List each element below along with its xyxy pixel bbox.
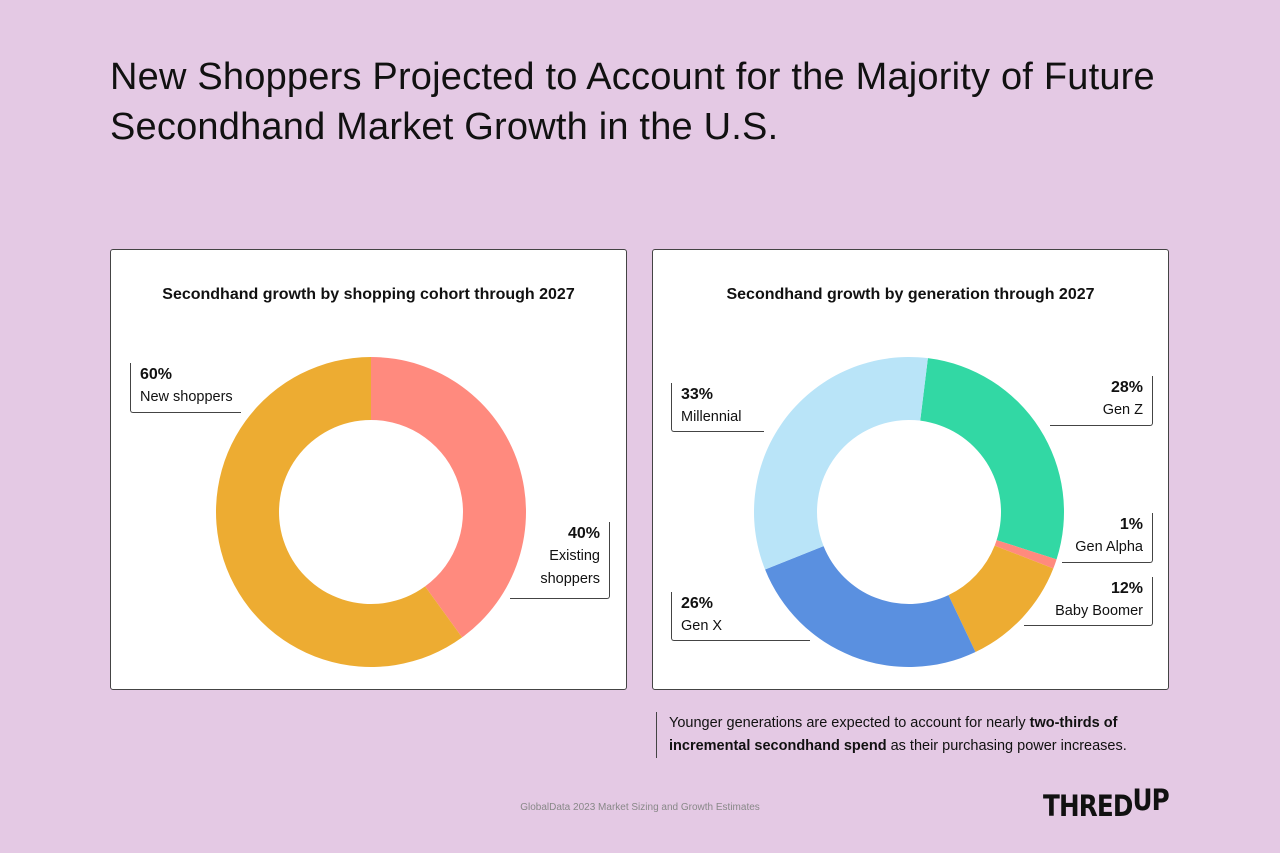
thredup-logo: THREDUP bbox=[1043, 783, 1170, 823]
donut-slice-existing-shoppers bbox=[371, 357, 526, 638]
donut-slice-millennial bbox=[754, 357, 928, 570]
logo-text: THRED bbox=[1043, 789, 1133, 823]
donut-slice-gen-z bbox=[920, 358, 1064, 560]
callout-millennial: 33% Millennial bbox=[671, 383, 764, 432]
callout-new-shoppers: 60% New shoppers bbox=[130, 363, 241, 413]
data-label: 26% bbox=[681, 595, 714, 612]
source-note: GlobalData 2023 Market Sizing and Growth… bbox=[520, 802, 760, 813]
callout-gen-x: 26% Gen X bbox=[671, 592, 810, 641]
donut-slice-gen-alpha bbox=[994, 540, 1057, 569]
chart-title: Secondhand growth by shopping cohort thr… bbox=[162, 286, 575, 303]
generation-chart-panel: Secondhand growth by generation through … bbox=[652, 249, 1169, 690]
donut-slice-gen-x bbox=[765, 546, 976, 667]
callout-gen-z: 28% Gen Z bbox=[1050, 376, 1153, 426]
legend-label: Baby Boomer bbox=[1055, 603, 1143, 619]
note-text: as their purchasing power increases. bbox=[886, 738, 1127, 754]
note-emphasis: two-thirds of bbox=[1029, 715, 1118, 731]
legend-label: New shoppers bbox=[140, 389, 233, 405]
callout-existing-shoppers: 40% Existing shoppers bbox=[510, 522, 610, 599]
logo-text: UP bbox=[1132, 783, 1169, 817]
donut-slice-new-shoppers bbox=[216, 357, 463, 667]
data-label: 60% bbox=[140, 366, 173, 383]
chart-title: Secondhand growth by generation through … bbox=[726, 286, 1095, 303]
data-label: 40% bbox=[567, 525, 600, 542]
note-emphasis: incremental secondhand spend bbox=[669, 738, 887, 754]
cohort-chart-panel: Secondhand growth by shopping cohort thr… bbox=[110, 249, 627, 690]
legend-label: Gen Alpha bbox=[1075, 539, 1143, 555]
legend-label: Existing shoppers bbox=[540, 548, 600, 587]
insight-note: Younger generations are expected to acco… bbox=[656, 712, 1127, 758]
note-text: Younger generations are expected to acco… bbox=[669, 715, 1030, 731]
data-label: 28% bbox=[1110, 379, 1143, 396]
legend-label: Gen X bbox=[681, 618, 723, 634]
legend-label: Millennial bbox=[681, 409, 742, 425]
legend-label: Gen Z bbox=[1102, 402, 1143, 418]
data-label: 12% bbox=[1110, 580, 1143, 597]
cohort-donut-chart bbox=[216, 357, 526, 667]
callout-gen-alpha: 1% Gen Alpha bbox=[1062, 513, 1153, 563]
data-label: 1% bbox=[1119, 516, 1143, 533]
callout-baby-boomer: 12% Baby Boomer bbox=[1024, 577, 1153, 626]
donut-slice-baby-boomer bbox=[948, 545, 1054, 653]
page-title: New Shoppers Projected to Account for th… bbox=[110, 56, 1155, 148]
data-label: 33% bbox=[681, 386, 714, 403]
generation-donut-chart bbox=[754, 357, 1064, 667]
